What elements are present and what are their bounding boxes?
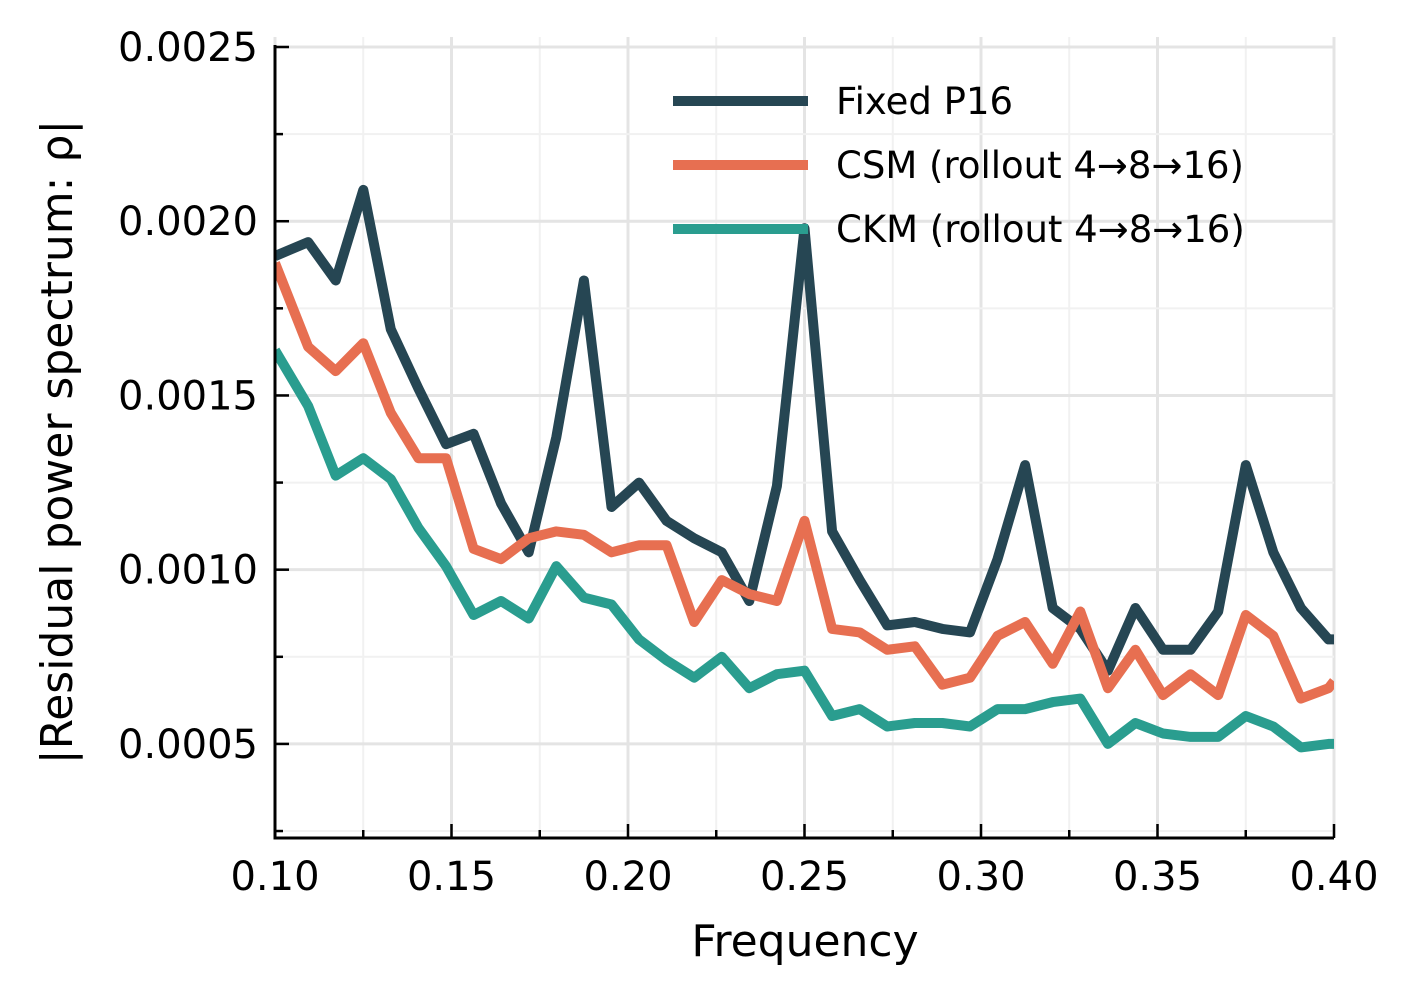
series-lines bbox=[275, 184, 1334, 753]
x-tick-label: 0.10 bbox=[230, 854, 319, 900]
x-tick-label: 0.30 bbox=[936, 854, 1025, 900]
legend-label: CSM (rollout 4→8→16) bbox=[836, 144, 1244, 187]
x-tick-label: 0.20 bbox=[583, 854, 672, 900]
y-tick-label: 0.0005 bbox=[118, 722, 258, 768]
series-line-2 bbox=[275, 347, 1334, 753]
y-tick-label: 0.0015 bbox=[118, 373, 258, 419]
series-line-0 bbox=[275, 184, 1334, 676]
x-tick-label: 0.15 bbox=[407, 854, 496, 900]
legend-label: Fixed P16 bbox=[836, 80, 1013, 123]
axes bbox=[273, 45, 1336, 840]
y-tick-label: 0.0010 bbox=[118, 548, 258, 594]
legend: Fixed P16 CSM (rollout 4→8→16) CKM (rollou… bbox=[673, 80, 1245, 251]
y-tick-label: 0.0025 bbox=[118, 25, 258, 71]
x-axis-label: Frequency bbox=[691, 916, 918, 967]
x-tick-label: 0.35 bbox=[1113, 854, 1202, 900]
x-tick-label: 0.40 bbox=[1289, 854, 1378, 900]
tick-labels: 0.10 0.15 0.20 0.25 0.30 0.35 0.40 0.0005 0.0010… bbox=[118, 25, 1379, 900]
y-tick-label: 0.0020 bbox=[118, 199, 258, 245]
series-line-1 bbox=[275, 261, 1334, 704]
legend-label: CKM (rollout 4→8→16) bbox=[836, 208, 1245, 251]
y-axis-label: |Residual power spectrum: ρ| bbox=[32, 120, 83, 764]
x-tick-label: 0.25 bbox=[760, 854, 849, 900]
